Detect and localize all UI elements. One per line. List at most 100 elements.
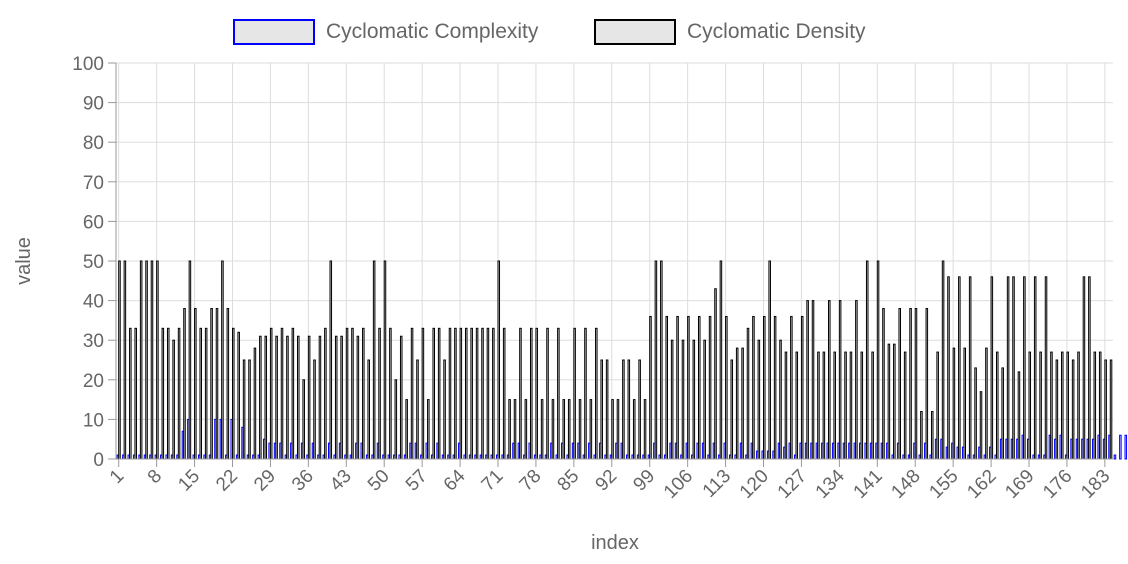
bar-cyclomatic-density[interactable] xyxy=(687,315,690,460)
bar-cyclomatic-density[interactable] xyxy=(649,315,652,460)
bar-cyclomatic-density[interactable] xyxy=(1028,351,1032,460)
bar-cyclomatic-density[interactable] xyxy=(1088,276,1091,460)
bar-cyclomatic-density[interactable] xyxy=(551,399,555,460)
bar-cyclomatic-density[interactable] xyxy=(773,315,777,460)
bar-cyclomatic-density[interactable] xyxy=(248,359,251,460)
bar-cyclomatic-density[interactable] xyxy=(627,359,631,460)
bar-cyclomatic-density[interactable] xyxy=(253,347,257,460)
bar-cyclomatic-density[interactable] xyxy=(530,327,533,460)
bar-cyclomatic-density[interactable] xyxy=(1093,351,1097,460)
bar-cyclomatic-density[interactable] xyxy=(876,260,880,460)
bar-cyclomatic-density[interactable] xyxy=(378,327,381,460)
bar-cyclomatic-density[interactable] xyxy=(302,379,305,460)
bar-cyclomatic-density[interactable] xyxy=(996,351,999,460)
bar-cyclomatic-density[interactable] xyxy=(502,327,506,460)
bar-cyclomatic-density[interactable] xyxy=(811,300,815,460)
bar-cyclomatic-density[interactable] xyxy=(194,308,197,460)
bar-cyclomatic-density[interactable] xyxy=(1017,371,1021,460)
bar-cyclomatic-density[interactable] xyxy=(367,359,370,460)
bar-cyclomatic-density[interactable] xyxy=(584,327,587,460)
bar-cyclomatic-density[interactable] xyxy=(286,335,289,460)
bar-cyclomatic-density[interactable] xyxy=(156,260,159,460)
bar-cyclomatic-density[interactable] xyxy=(1023,276,1026,460)
bar-cyclomatic-density[interactable] xyxy=(139,260,143,460)
bar-cyclomatic-density[interactable] xyxy=(383,260,387,460)
bar-cyclomatic-complexity[interactable] xyxy=(1124,434,1128,460)
bar-cyclomatic-density[interactable] xyxy=(1066,351,1069,460)
bar-cyclomatic-density[interactable] xyxy=(232,327,235,460)
bar-cyclomatic-density[interactable] xyxy=(947,276,950,460)
bar-cyclomatic-density[interactable] xyxy=(725,315,728,460)
bar-cyclomatic-density[interactable] xyxy=(427,399,430,460)
bar-cyclomatic-density[interactable] xyxy=(486,327,490,460)
bar-cyclomatic-density[interactable] xyxy=(985,347,988,460)
bar-cyclomatic-density[interactable] xyxy=(893,343,896,460)
bar-cyclomatic-density[interactable] xyxy=(242,359,246,460)
bar-cyclomatic-density[interactable] xyxy=(708,315,712,460)
bar-cyclomatic-density[interactable] xyxy=(1077,351,1080,460)
bar-cyclomatic-density[interactable] xyxy=(1001,367,1004,460)
bar-cyclomatic-density[interactable] xyxy=(280,327,284,460)
bar-cyclomatic-density[interactable] xyxy=(318,335,322,460)
bar-cyclomatic-density[interactable] xyxy=(416,359,419,460)
bar-cyclomatic-density[interactable] xyxy=(1082,276,1086,460)
bar-cyclomatic-density[interactable] xyxy=(513,399,517,460)
bar-cyclomatic-density[interactable] xyxy=(183,308,186,460)
bar-cyclomatic-density[interactable] xyxy=(849,351,853,460)
bar-cyclomatic-density[interactable] xyxy=(345,327,349,460)
bar-cyclomatic-density[interactable] xyxy=(123,260,127,460)
bar-cyclomatic-density[interactable] xyxy=(595,327,598,460)
bar-cyclomatic-density[interactable] xyxy=(697,315,701,460)
bar-cyclomatic-density[interactable] xyxy=(562,399,566,460)
bar-cyclomatic-density[interactable] xyxy=(264,335,268,460)
bar-cyclomatic-density[interactable] xyxy=(855,300,858,460)
bar-cyclomatic-density[interactable] xyxy=(437,327,441,460)
bar-cyclomatic-density[interactable] xyxy=(199,327,203,460)
bar-cyclomatic-density[interactable] xyxy=(459,327,463,460)
legend-item-complexity[interactable]: Cyclomatic Complexity xyxy=(233,19,539,45)
bar-cyclomatic-density[interactable] xyxy=(1039,351,1042,460)
bar-cyclomatic-density[interactable] xyxy=(1098,351,1102,460)
bar-cyclomatic-density[interactable] xyxy=(399,335,403,460)
bar-cyclomatic-density[interactable] xyxy=(372,260,376,460)
bar-cyclomatic-density[interactable] xyxy=(703,339,706,460)
bar-cyclomatic-density[interactable] xyxy=(410,327,414,460)
bar-cyclomatic-density[interactable] xyxy=(1033,276,1037,460)
bar-cyclomatic-density[interactable] xyxy=(297,335,300,460)
bar-cyclomatic-density[interactable] xyxy=(958,276,961,460)
bar-cyclomatic-density[interactable] xyxy=(1050,351,1053,460)
bar-cyclomatic-density[interactable] xyxy=(519,327,522,460)
bar-cyclomatic-density[interactable] xyxy=(161,327,165,460)
bar-cyclomatic-density[interactable] xyxy=(497,260,501,460)
bar-cyclomatic-density[interactable] xyxy=(1109,359,1113,460)
bar-cyclomatic-density[interactable] xyxy=(974,367,977,460)
bar-cyclomatic-density[interactable] xyxy=(605,359,609,460)
bar-cyclomatic-density[interactable] xyxy=(188,260,192,460)
bar-cyclomatic-density[interactable] xyxy=(692,339,696,460)
bar-cyclomatic-density[interactable] xyxy=(763,315,766,460)
bar-cyclomatic-density[interactable] xyxy=(405,399,408,460)
bar-cyclomatic-density[interactable] xyxy=(714,288,717,460)
bar-cyclomatic-density[interactable] xyxy=(237,331,240,460)
bar-cyclomatic-density[interactable] xyxy=(833,351,836,460)
bar-cyclomatic-density[interactable] xyxy=(177,327,181,460)
bar-cyclomatic-complexity[interactable] xyxy=(1119,434,1122,460)
bar-cyclomatic-density[interactable] xyxy=(275,335,278,460)
bar-cyclomatic-density[interactable] xyxy=(741,347,744,460)
bar-cyclomatic-density[interactable] xyxy=(204,327,208,460)
bar-cyclomatic-density[interactable] xyxy=(589,399,593,460)
bar-cyclomatic-density[interactable] xyxy=(735,347,739,460)
bar-cyclomatic-density[interactable] xyxy=(307,335,311,460)
bar-cyclomatic-density[interactable] xyxy=(622,359,625,460)
bar-cyclomatic-density[interactable] xyxy=(421,327,425,460)
bar-cyclomatic-density[interactable] xyxy=(578,399,582,460)
bar-cyclomatic-density[interactable] xyxy=(475,327,479,460)
bar-cyclomatic-density[interactable] xyxy=(768,260,771,460)
bar-cyclomatic-density[interactable] xyxy=(221,260,224,460)
bar-cyclomatic-density[interactable] xyxy=(215,308,219,460)
bar-cyclomatic-density[interactable] xyxy=(172,339,175,460)
bar-cyclomatic-density[interactable] xyxy=(914,308,918,460)
bar-cyclomatic-density[interactable] xyxy=(632,399,636,460)
bar-cyclomatic-density[interactable] xyxy=(822,351,826,460)
bar-cyclomatic-density[interactable] xyxy=(573,327,576,460)
